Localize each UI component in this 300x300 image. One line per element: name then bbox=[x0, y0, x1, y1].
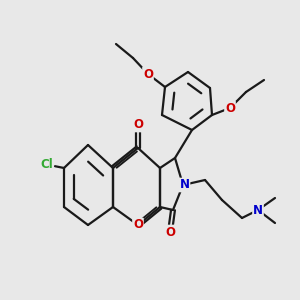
Text: O: O bbox=[143, 68, 153, 80]
Text: N: N bbox=[179, 178, 190, 191]
Text: N: N bbox=[253, 203, 263, 217]
Text: Cl: Cl bbox=[40, 158, 53, 171]
Text: O: O bbox=[225, 101, 235, 115]
Text: O: O bbox=[133, 218, 143, 232]
Text: O: O bbox=[133, 118, 143, 131]
Text: O: O bbox=[165, 226, 175, 238]
